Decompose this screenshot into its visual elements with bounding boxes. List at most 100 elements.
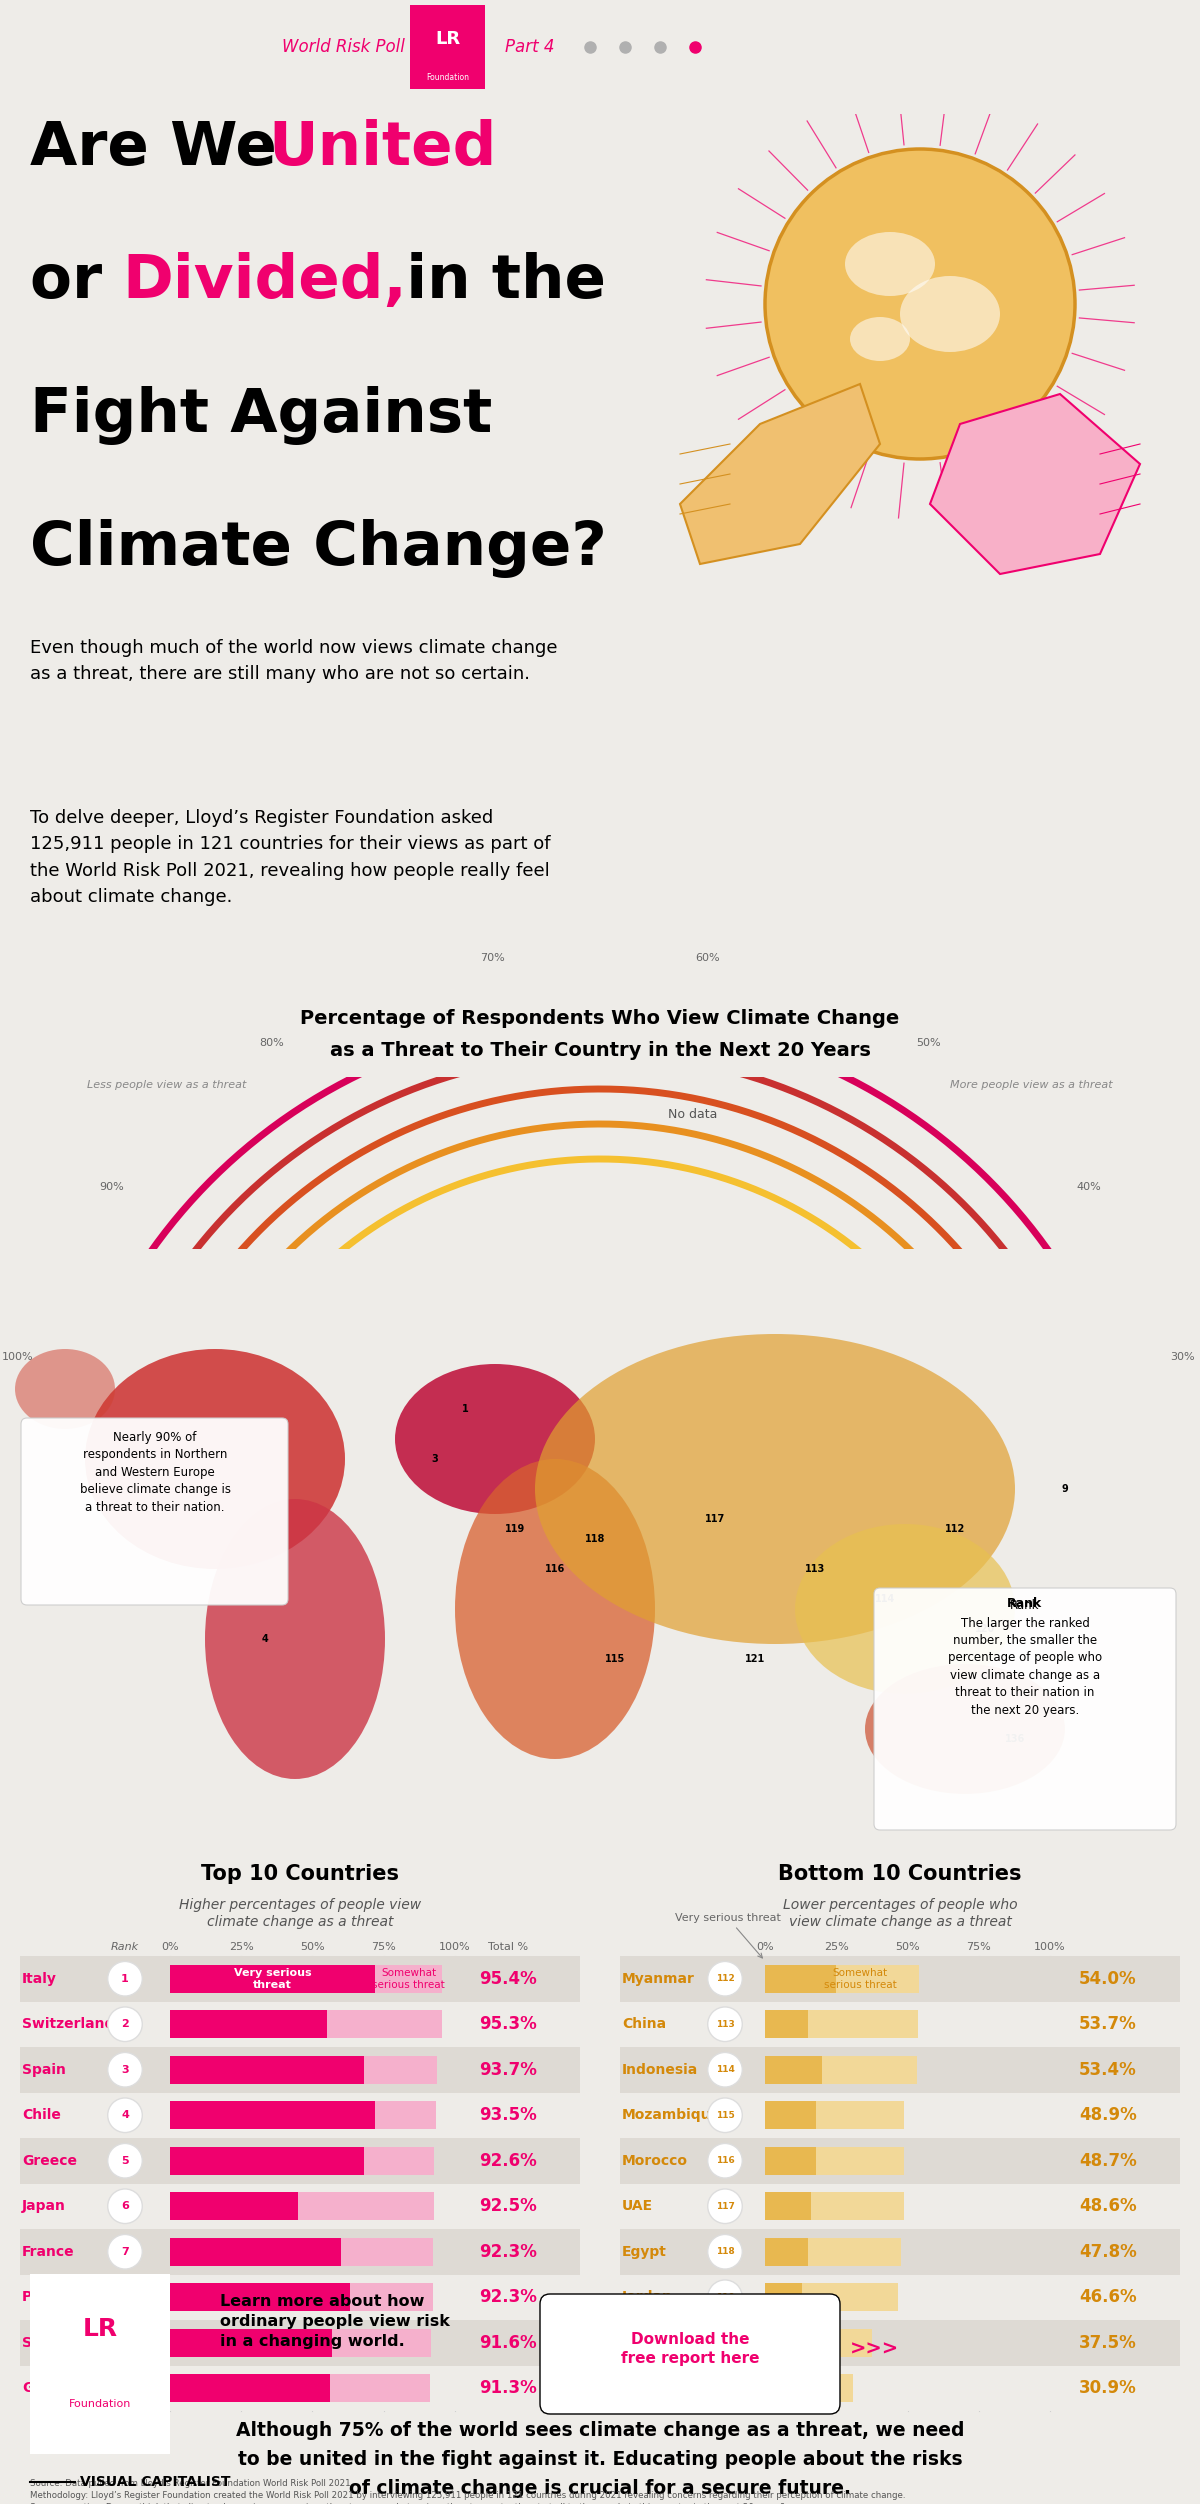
Text: Germany: Germany: [22, 2381, 92, 2396]
Text: 50%: 50%: [895, 1943, 920, 1953]
Bar: [766, 2056, 822, 2083]
Text: 5: 5: [121, 2156, 128, 2166]
Bar: [20, 2138, 580, 2183]
Ellipse shape: [850, 318, 910, 361]
Bar: [766, 2374, 785, 2401]
Text: 53.7%: 53.7%: [1079, 2016, 1136, 2033]
Text: Source: Data pulled from Lloyd’s Register Foundation World Risk Poll 2021
Method: Source: Data pulled from Lloyd’s Registe…: [30, 2479, 906, 2504]
Circle shape: [708, 2234, 743, 2269]
Text: Somewhat
serious threat: Somewhat serious threat: [824, 1968, 896, 1991]
Bar: [766, 2239, 901, 2266]
Bar: [766, 2011, 808, 2038]
Text: 115: 115: [605, 1655, 625, 1665]
Text: 91.3%: 91.3%: [479, 2379, 536, 2396]
Circle shape: [708, 2371, 743, 2406]
Text: Foundation: Foundation: [426, 73, 469, 83]
Circle shape: [708, 2326, 743, 2361]
Bar: [376, 2101, 437, 2128]
Circle shape: [108, 2098, 143, 2133]
Text: 91.6%: 91.6%: [479, 2334, 536, 2351]
Bar: [170, 2191, 299, 2221]
Text: Learn more about how
ordinary people view risk
in a changing world.: Learn more about how ordinary people vie…: [220, 2294, 450, 2349]
Ellipse shape: [85, 1350, 346, 1570]
Bar: [170, 1966, 376, 1993]
Bar: [766, 1966, 919, 1993]
Text: 47.8%: 47.8%: [1079, 2244, 1136, 2261]
Text: S. Korea: S. Korea: [22, 2336, 88, 2349]
Text: 1: 1: [121, 1973, 128, 1983]
Bar: [332, 2329, 431, 2356]
Circle shape: [708, 1961, 743, 1996]
Text: 54.0%: 54.0%: [1079, 1971, 1136, 1988]
Bar: [620, 2093, 1180, 2138]
Text: Higher percentages of people view
climate change as a threat: Higher percentages of people view climat…: [179, 1898, 421, 1928]
Text: 3: 3: [432, 1455, 438, 1465]
Bar: [364, 2146, 434, 2176]
Text: >>>: >>>: [850, 2339, 899, 2359]
Text: 50%: 50%: [917, 1039, 941, 1049]
Bar: [620, 2183, 1180, 2229]
Text: Total %: Total %: [488, 1943, 528, 1953]
Text: Very serious threat: Very serious threat: [676, 1913, 781, 1958]
Bar: [620, 2366, 1180, 2411]
Bar: [620, 2321, 1180, 2366]
Text: 118: 118: [584, 1535, 605, 1545]
Text: 75%: 75%: [966, 1943, 991, 1953]
Ellipse shape: [865, 1665, 1066, 1793]
Bar: [766, 2284, 802, 2311]
Circle shape: [108, 2053, 143, 2086]
Text: Somewhat
serious threat: Somewhat serious threat: [372, 1968, 445, 1991]
Bar: [170, 2374, 330, 2401]
Text: 92.6%: 92.6%: [479, 2151, 536, 2171]
Text: Bottom 10 Countries: Bottom 10 Countries: [779, 1863, 1021, 1883]
Text: Divided,: Divided,: [122, 253, 407, 310]
Text: Rank: Rank: [110, 1943, 139, 1953]
Text: Rank
The larger the ranked
number, the smaller the
percentage of people who
view: Rank The larger the ranked number, the s…: [948, 1600, 1102, 1718]
Text: Switzerland: Switzerland: [22, 2018, 114, 2031]
Text: 48.7%: 48.7%: [1079, 2151, 1136, 2171]
Ellipse shape: [845, 233, 935, 295]
Bar: [364, 2056, 437, 2083]
Text: Lower percentages of people who
view climate change as a threat: Lower percentages of people who view cli…: [782, 1898, 1018, 1928]
Text: 113: 113: [715, 2021, 734, 2028]
Text: Italy: Italy: [22, 1971, 56, 1986]
Text: 112: 112: [715, 1973, 734, 1983]
Text: 7: 7: [121, 2246, 128, 2256]
Text: 116: 116: [545, 1565, 565, 1575]
Text: 30.9%: 30.9%: [1079, 2379, 1136, 2396]
Bar: [170, 2284, 349, 2311]
Text: Jordan: Jordan: [622, 2291, 673, 2304]
Bar: [170, 2146, 364, 2176]
Text: Less people view as a threat: Less people view as a threat: [88, 1079, 246, 1089]
Bar: [410, 5, 485, 90]
Text: United: United: [268, 120, 497, 178]
Bar: [20, 2093, 580, 2138]
Text: More people view as a threat: More people view as a threat: [950, 1079, 1114, 1089]
Text: Although 75% of the world sees climate change as a threat, we need
to be united : Although 75% of the world sees climate c…: [235, 2421, 965, 2496]
Bar: [766, 2101, 905, 2128]
Bar: [341, 2239, 433, 2266]
Text: 100%: 100%: [1034, 1943, 1066, 1953]
Text: 4: 4: [262, 1635, 269, 1645]
FancyBboxPatch shape: [22, 1417, 288, 1605]
Text: Percentage of Respondents Who View Climate Change: Percentage of Respondents Who View Clima…: [300, 1009, 900, 1029]
Text: 9: 9: [121, 2339, 128, 2349]
Text: 113: 113: [805, 1565, 826, 1575]
Text: 75%: 75%: [371, 1943, 396, 1953]
Text: Greece: Greece: [22, 2153, 77, 2168]
Text: 0%: 0%: [756, 1943, 774, 1953]
Circle shape: [108, 1961, 143, 1996]
Text: 60%: 60%: [695, 954, 720, 964]
Text: 48.6%: 48.6%: [1079, 2196, 1136, 2216]
Text: Myanmar: Myanmar: [622, 1971, 695, 1986]
Text: 119: 119: [505, 1525, 526, 1535]
Text: China: China: [622, 2018, 666, 2031]
Circle shape: [708, 2143, 743, 2178]
Bar: [620, 2229, 1180, 2274]
Text: 9: 9: [1062, 1485, 1068, 1495]
Bar: [349, 2284, 433, 2311]
Text: 136: 136: [1004, 1733, 1025, 1743]
Text: LR: LR: [434, 30, 460, 48]
Bar: [766, 2374, 853, 2401]
Bar: [299, 2191, 433, 2221]
